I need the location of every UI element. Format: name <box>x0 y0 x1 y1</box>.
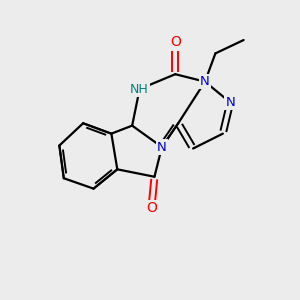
Text: N: N <box>225 96 235 109</box>
Text: O: O <box>146 201 157 215</box>
Text: N: N <box>200 75 210 88</box>
Text: O: O <box>170 35 181 50</box>
Text: NH: NH <box>130 82 149 96</box>
Text: N: N <box>157 140 167 154</box>
